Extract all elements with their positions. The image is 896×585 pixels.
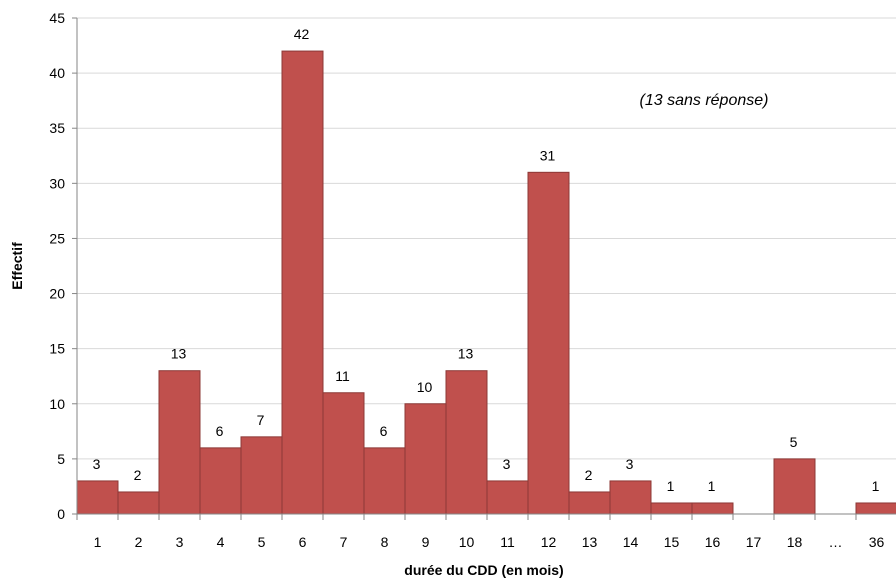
y-tick-label: 40: [49, 65, 65, 81]
y-axis-title: Effectif: [9, 242, 25, 290]
annotation-no-response: (13 sans réponse): [640, 92, 769, 109]
data-label: 1: [667, 478, 675, 494]
data-label: 3: [503, 456, 511, 472]
data-label: 2: [585, 467, 593, 483]
x-tick-label: 6: [299, 534, 307, 550]
x-tick-label: 18: [787, 534, 803, 550]
bar: [773, 458, 816, 515]
data-label: 13: [171, 346, 187, 362]
data-label: 1: [708, 478, 716, 494]
x-tick-label: 12: [541, 534, 557, 550]
data-label: 6: [216, 423, 224, 439]
y-tick-label: 25: [49, 230, 65, 246]
data-label: 13: [458, 346, 474, 362]
y-tick-label: 35: [49, 120, 65, 136]
x-tick-label: 5: [258, 534, 266, 550]
x-tick-label: 17: [746, 534, 762, 550]
bar: [404, 403, 447, 515]
bar: [322, 392, 365, 515]
bar: [609, 480, 652, 515]
bar: [445, 370, 488, 515]
x-axis-title: durée du CDD (en mois): [404, 562, 563, 578]
bar: [691, 502, 734, 515]
x-tick-label: 7: [340, 534, 348, 550]
data-label: 5: [790, 434, 798, 450]
data-label: 2: [134, 467, 142, 483]
bar: [76, 480, 119, 515]
axes: [72, 17, 896, 520]
data-label: 1: [872, 478, 880, 494]
x-tick-label: 9: [422, 534, 430, 550]
y-tick-label: 45: [49, 10, 65, 26]
bars: [76, 50, 896, 515]
x-tick-label: 13: [582, 534, 598, 550]
bar: [117, 491, 160, 515]
x-tick-label: 3: [176, 534, 184, 550]
data-label: 6: [380, 423, 388, 439]
x-tick-label: 10: [459, 534, 475, 550]
x-tick-label: 36: [869, 534, 885, 550]
x-tick-label: …: [829, 534, 843, 550]
bar: [650, 502, 693, 515]
bar: [855, 502, 896, 515]
data-label: 7: [257, 412, 265, 428]
y-tick-labels: 0 5 10 15 20 25 30 35 40 45: [49, 10, 65, 522]
y-tick-label: 30: [49, 175, 65, 191]
bar: [363, 447, 406, 515]
data-label: 42: [294, 26, 310, 42]
y-tick-label: 10: [49, 396, 65, 412]
y-tick-label: 20: [49, 286, 65, 302]
y-tick-label: 15: [49, 341, 65, 357]
x-tick-label: 11: [500, 534, 515, 550]
data-label: 11: [335, 368, 350, 384]
bar: [158, 370, 201, 515]
x-tick-label: 14: [623, 534, 639, 550]
data-label: 3: [93, 456, 101, 472]
x-tick-labels: 1 2 3 4 5 6 7 8 9 10 11 12 13 14 15 16 17 18… 36: [94, 534, 885, 550]
y-tick-label: 5: [57, 451, 65, 467]
data-label: 10: [417, 379, 433, 395]
bar: [281, 50, 324, 515]
x-tick-label: 16: [705, 534, 721, 550]
x-tick-label: 2: [135, 534, 143, 550]
y-tick-label: 0: [57, 506, 65, 522]
x-tick-label: 4: [217, 534, 225, 550]
bar: [568, 491, 611, 515]
x-tick-label: 8: [381, 534, 389, 550]
bar: [527, 171, 570, 515]
data-label: 3: [626, 456, 634, 472]
bar: [486, 480, 529, 515]
bar: [199, 447, 242, 515]
x-tick-label: 1: [94, 534, 102, 550]
gridlines: [77, 17, 896, 460]
data-label: 31: [540, 147, 556, 163]
x-tick-label: 15: [664, 534, 680, 550]
bar: [240, 436, 283, 515]
